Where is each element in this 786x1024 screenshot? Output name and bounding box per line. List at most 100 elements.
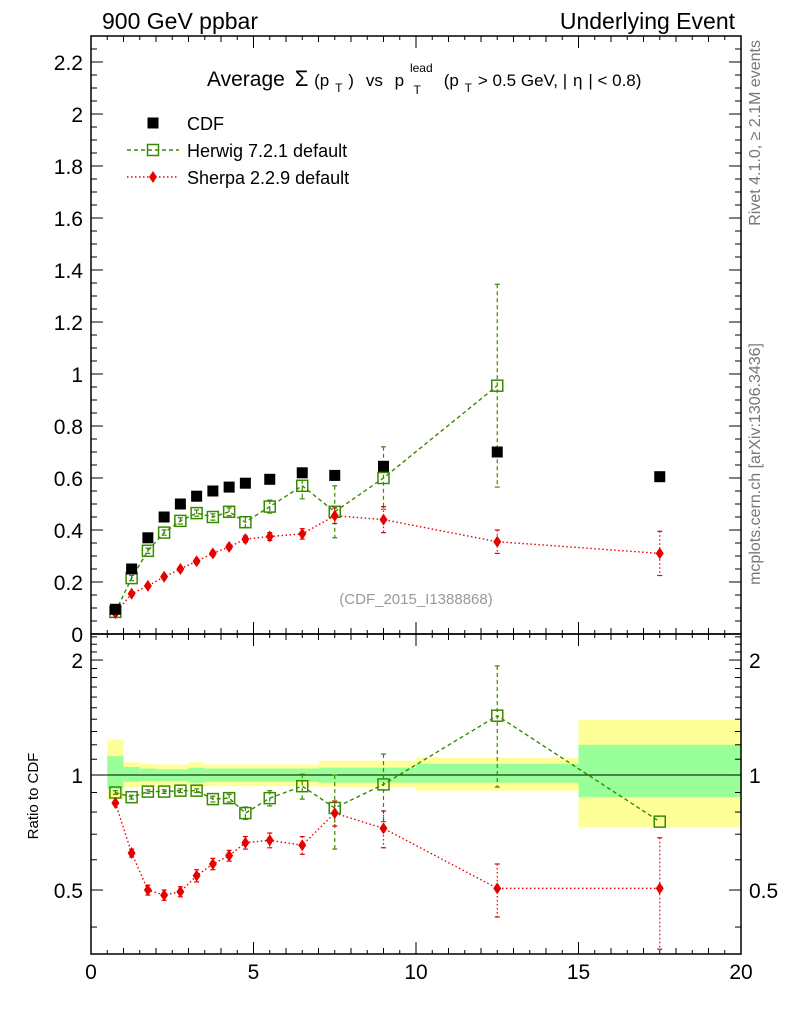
sherpa-ratio-point (192, 869, 201, 882)
data-point (378, 460, 389, 472)
ratio-ylabel: Ratio to CDF (25, 753, 42, 840)
ratio-y-tick-label-right: 1 (749, 765, 761, 788)
sherpa-point (208, 547, 217, 560)
main-y-tick-label: 1.4 (54, 260, 84, 283)
data-point (654, 471, 666, 483)
legend-marker (146, 143, 160, 157)
main-y-tick-label: 1 (71, 364, 83, 387)
herwig-ratio-point (491, 709, 504, 722)
ratio-y-tick-label-right: 0.5 (749, 880, 778, 903)
sherpa-point (330, 509, 339, 522)
herwig-ratio-point (157, 785, 171, 798)
herwig-ratio-point (174, 784, 187, 797)
main-y-tick-label: 1.6 (54, 208, 83, 231)
data-point (174, 498, 186, 510)
sherpa-point (143, 579, 152, 592)
title-t-sub-2: T (414, 83, 422, 97)
herwig-ratio-point (190, 784, 203, 797)
x-tick-label: 15 (567, 961, 590, 984)
ratio-y-tick-label-left: 2 (71, 650, 83, 673)
sherpa-ratio-point (208, 857, 217, 870)
ratio-plot-frame (90, 633, 742, 955)
ratio-band-inner (123, 766, 140, 782)
herwig-ratio-point (296, 779, 309, 793)
main-y-tick-label: 0.8 (54, 416, 83, 439)
x-tick-label: 20 (729, 961, 752, 984)
ratio-uncertainty-bands (91, 719, 741, 828)
ratio-series-marks (109, 665, 666, 950)
herwig-ratio-point (125, 790, 138, 804)
sherpa-point (493, 535, 502, 548)
sherpa-point (192, 555, 201, 568)
herwig-point (491, 379, 504, 392)
main-y-tick-label: 2 (71, 104, 83, 127)
title-vs: vs (366, 71, 383, 90)
ratio-band-inner (578, 744, 741, 798)
sherpa-ratio-point (265, 834, 274, 847)
data-point (264, 473, 276, 485)
main-y-tick-label: 0.4 (54, 520, 84, 543)
data-point (491, 446, 503, 458)
main-y-tick-label: 0 (71, 624, 83, 647)
sherpa-point (265, 530, 274, 543)
sherpa-point (655, 547, 664, 560)
ratio-y-tick-label-right: 2 (749, 650, 761, 673)
plot-title: Average Σ (p T ) vs p lead T (p T > 0.5 … (207, 54, 641, 99)
ratio-y-tick-label-left: 1 (71, 765, 83, 788)
data-point (158, 511, 170, 523)
title-lead-sup: lead (410, 61, 433, 75)
herwig-ratio-point (141, 785, 155, 798)
sherpa-point (298, 527, 307, 540)
herwig-ratio-point (263, 791, 276, 805)
title-p: p (395, 71, 404, 90)
title-t-sub-3: T (465, 81, 473, 95)
data-point (296, 467, 308, 479)
legend-label: Sherpa 2.2.9 default (187, 168, 349, 188)
sherpa-ratio-point (111, 796, 120, 809)
sherpa-point (225, 540, 234, 553)
sherpa-ratio-point (143, 884, 152, 897)
sherpa-ratio-line (114, 802, 660, 896)
sherpa-ratio-point (241, 836, 250, 849)
herwig-ratio-point (653, 815, 666, 828)
main-y-tick-label: 1.8 (54, 156, 83, 179)
title-cut-rest: > 0.5 GeV, | (478, 71, 567, 90)
x-tick-label: 0 (85, 961, 97, 984)
main-y-tick-label: 1.2 (54, 312, 83, 335)
herwig-point (296, 479, 309, 493)
x-tick-label: 10 (404, 961, 427, 984)
title-eta: η (573, 71, 582, 90)
sherpa-ratio-point (655, 882, 664, 895)
main-y-tick-label: 0.6 (54, 468, 83, 491)
title-pt-close: ) (348, 71, 354, 90)
header-left-label: 900 GeV ppbar (102, 8, 258, 34)
main-axis-ticks: 0 0.2 0.4 0.6 0.8 1 1.2 1.4 1.6 1.8 2 2.2 (54, 35, 742, 647)
data-point (142, 532, 154, 544)
ratio-y-tick-label-left: 0.5 (54, 880, 83, 903)
sherpa-ratio-point (127, 847, 136, 860)
sherpa-ratio-point (298, 839, 307, 852)
title-cut-open: (p (444, 71, 459, 90)
herwig-point (377, 471, 390, 485)
herwig-ratio-point (109, 786, 122, 799)
sherpa-point (379, 513, 388, 526)
herwig-point (190, 506, 203, 520)
main-y-tick-label: 0.2 (54, 572, 83, 595)
main-y-tick-label: 2.2 (54, 52, 83, 75)
ratio-axis-ticks: 0.5 0.51 12 20 5 10 15 20 (54, 634, 778, 984)
herwig-point (206, 510, 220, 524)
herwig-point (239, 515, 252, 529)
herwig-ratio-point (206, 792, 220, 806)
title-t-sub: T (335, 81, 343, 95)
sherpa-ratio-point (225, 849, 234, 862)
header-right-label: Underlying Event (560, 8, 736, 34)
sherpa-ratio-point (176, 885, 185, 898)
data-point (329, 469, 341, 481)
analysis-id-watermark: (CDF_2015_I1388868) (339, 591, 492, 608)
title-pt-open: (p (314, 71, 329, 90)
sherpa-ratio-point (160, 889, 169, 902)
legend-marker (149, 171, 157, 183)
herwig-point (174, 514, 187, 528)
main-series-marks (109, 283, 666, 620)
